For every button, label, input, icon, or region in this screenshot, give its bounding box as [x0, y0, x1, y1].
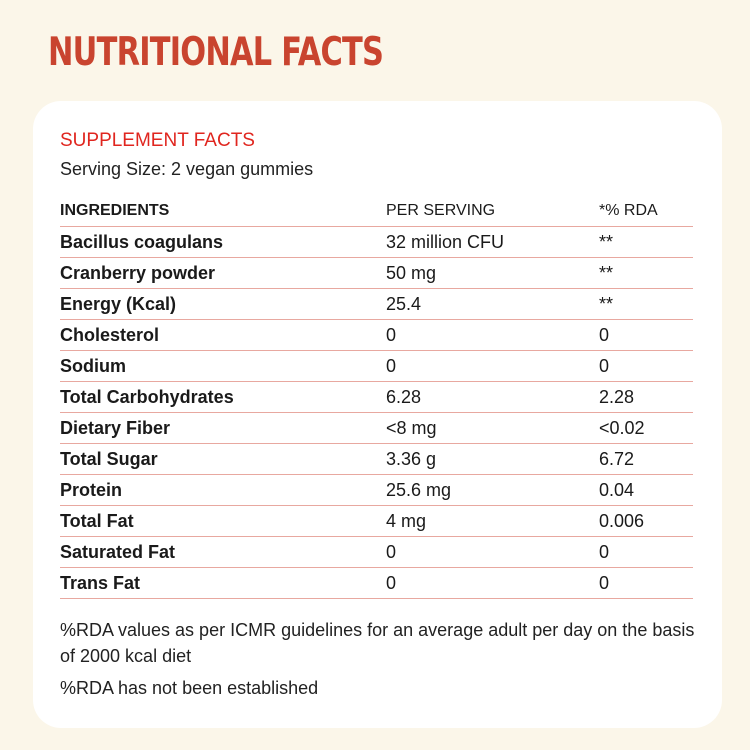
rda-value: ** — [599, 226, 693, 258]
table-row: Cholesterol 0 0 — [60, 319, 693, 351]
header-per-serving: PER SERVING — [386, 195, 599, 227]
table-row: Energy (Kcal) 25.4 ** — [60, 288, 693, 320]
ingredient-name: Total Carbohydrates — [60, 381, 386, 413]
per-serving-value: 50 mg — [386, 257, 599, 289]
ingredient-name: Bacillus coagulans — [60, 226, 386, 258]
table-row: Dietary Fiber <8 mg <0.02 — [60, 412, 693, 444]
footnote-rda-guidelines: %RDA values as per ICMR guidelines for a… — [60, 620, 695, 666]
rda-value: 0.006 — [599, 505, 693, 537]
per-serving-value: 0 — [386, 319, 599, 351]
per-serving-value: <8 mg — [386, 412, 599, 444]
rda-value: 0 — [599, 567, 693, 599]
per-serving-value: 0 — [386, 350, 599, 382]
ingredient-name: Protein — [60, 474, 386, 506]
per-serving-value: 25.4 — [386, 288, 599, 320]
page-title: NUTRITIONAL FACTS — [48, 30, 384, 75]
ingredient-name: Saturated Fat — [60, 536, 386, 568]
table-row: Total Fat 4 mg 0.006 — [60, 505, 693, 537]
table-header-row: INGREDIENTS PER SERVING *% RDA — [60, 195, 693, 227]
per-serving-value: 4 mg — [386, 505, 599, 537]
rda-value: ** — [599, 288, 693, 320]
header-ingredients: INGREDIENTS — [60, 195, 386, 227]
ingredient-name: Trans Fat — [60, 567, 386, 599]
section-title: SUPPLEMENT FACTS — [60, 130, 255, 151]
per-serving-value: 3.36 g — [386, 443, 599, 475]
rda-value: 0 — [599, 319, 693, 351]
per-serving-value: 6.28 — [386, 381, 599, 413]
per-serving-value: 0 — [386, 536, 599, 568]
footnote-rda-not-established: %RDA has not been established — [60, 678, 319, 698]
ingredient-name: Cholesterol — [60, 319, 386, 351]
rda-value: 0 — [599, 536, 693, 568]
table-row: Protein 25.6 mg 0.04 — [60, 474, 693, 506]
rda-value: ** — [599, 257, 693, 289]
per-serving-value: 32 million CFU — [386, 226, 599, 258]
table-row: Cranberry powder 50 mg ** — [60, 257, 693, 289]
rda-value: 6.72 — [599, 443, 693, 475]
table-row: Sodium 0 0 — [60, 350, 693, 382]
ingredient-name: Total Fat — [60, 505, 386, 537]
ingredient-name: Total Sugar — [60, 443, 386, 475]
table-row: Saturated Fat 0 0 — [60, 536, 693, 568]
table-row: Bacillus coagulans 32 million CFU ** — [60, 226, 693, 258]
ingredient-name: Cranberry powder — [60, 257, 386, 289]
per-serving-value: 25.6 mg — [386, 474, 599, 506]
table-row: Total Carbohydrates 6.28 2.28 — [60, 381, 693, 413]
supplement-facts-card: SUPPLEMENT FACTS Serving Size: 2 vegan g… — [33, 101, 722, 728]
ingredient-name: Sodium — [60, 350, 386, 382]
nutrition-table: INGREDIENTS PER SERVING *% RDA Bacillus … — [60, 195, 693, 599]
ingredient-name: Dietary Fiber — [60, 412, 386, 444]
ingredient-name: Energy (Kcal) — [60, 288, 386, 320]
header-rda: *% RDA — [599, 195, 693, 227]
serving-size: Serving Size: 2 vegan gummies — [60, 159, 314, 179]
table-row: Trans Fat 0 0 — [60, 567, 693, 599]
footnotes: %RDA values as per ICMR guidelines for a… — [60, 617, 700, 707]
rda-value: <0.02 — [599, 412, 693, 444]
rda-value: 0 — [599, 350, 693, 382]
rda-value: 2.28 — [599, 381, 693, 413]
per-serving-value: 0 — [386, 567, 599, 599]
table-row: Total Sugar 3.36 g 6.72 — [60, 443, 693, 475]
rda-value: 0.04 — [599, 474, 693, 506]
